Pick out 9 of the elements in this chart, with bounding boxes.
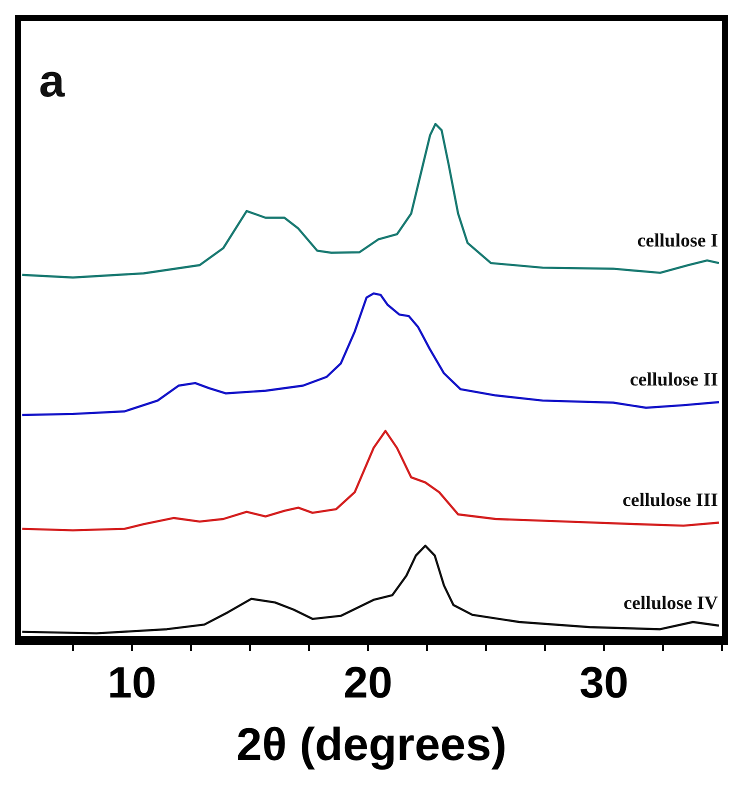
series-label: cellulose II <box>630 370 718 391</box>
x-tick-label: 20 <box>343 658 392 708</box>
x-axis-title: 2θ (degrees) <box>236 718 507 770</box>
series-label: cellulose I <box>637 230 718 252</box>
series-label: cellulose III <box>622 490 718 512</box>
x-tick-label: 30 <box>580 658 628 708</box>
text: a <box>39 54 65 107</box>
series-label: cellulose IV <box>624 593 718 614</box>
x-tick-label: 10 <box>107 658 156 708</box>
